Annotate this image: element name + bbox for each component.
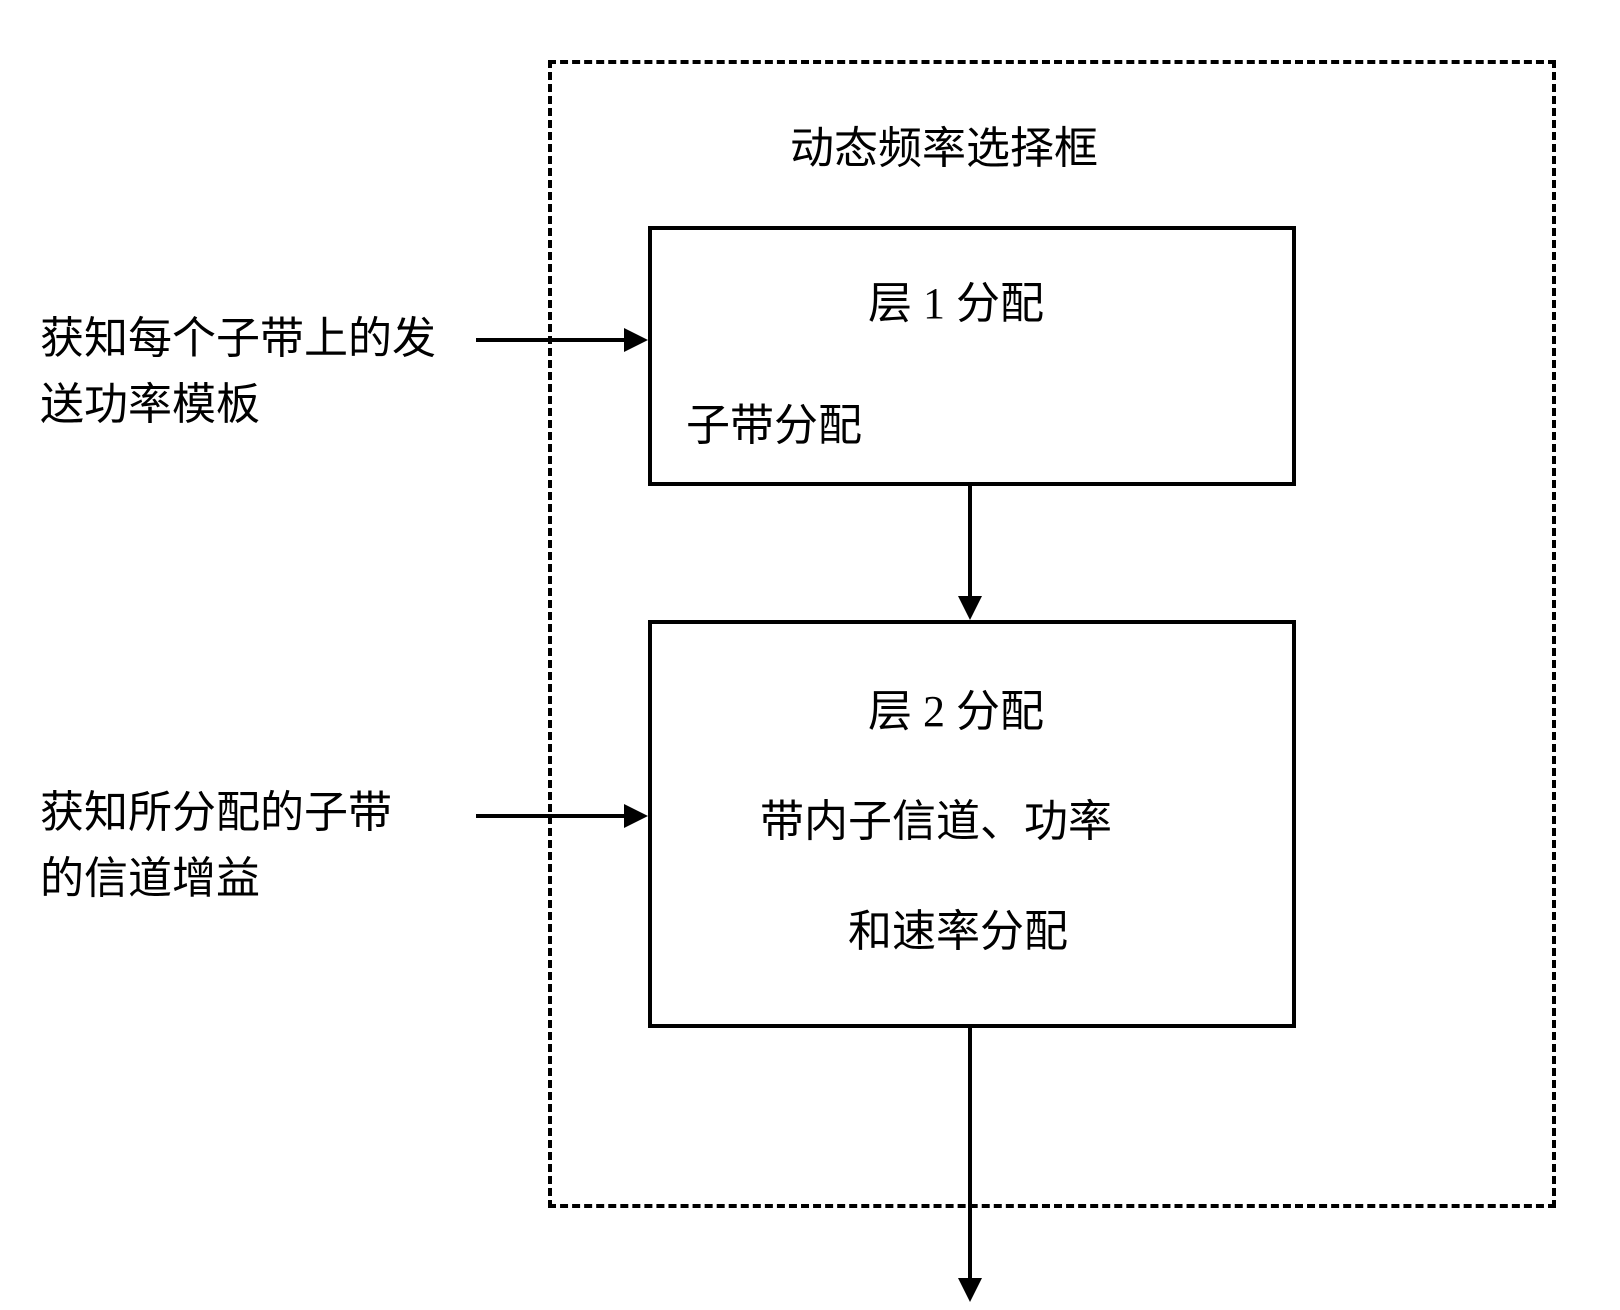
layer2-box: 层 2 分配 带内子信道、功率 和速率分配 — [648, 620, 1296, 1028]
arrow-2-head — [624, 804, 648, 828]
layer2-line2: 带内子信道、功率 — [760, 788, 1112, 856]
diagram-root: 动态频率选择框 层 1 分配 子带分配 层 2 分配 带内子信道、功率 和速率分… — [0, 30, 1620, 1310]
arrow-4-head — [958, 1278, 982, 1302]
arrow-1-line — [476, 338, 626, 342]
left-label-2: 获知所分配的子带 的信道增益 — [40, 780, 392, 912]
arrow-2-line — [476, 814, 626, 818]
layer2-title: 层 2 分配 — [868, 678, 1044, 746]
layer1-title: 层 1 分配 — [868, 270, 1044, 338]
arrow-3-line — [968, 486, 972, 598]
layer2-line3: 和速率分配 — [848, 898, 1068, 966]
arrow-1-head — [624, 328, 648, 352]
frame-title: 动态频率选择框 — [790, 116, 1098, 182]
layer1-subtitle: 子带分配 — [686, 392, 862, 460]
layer1-box: 层 1 分配 子带分配 — [648, 226, 1296, 486]
left-label-1: 获知每个子带上的发 送功率模板 — [40, 306, 436, 438]
arrow-4-line — [968, 1028, 972, 1280]
arrow-3-head — [958, 596, 982, 620]
